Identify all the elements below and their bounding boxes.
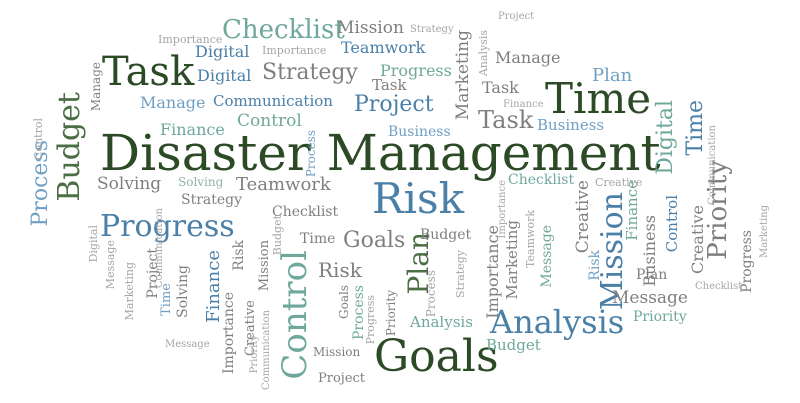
word-analysis-small: Analysis [410,313,473,331]
word-task-small: Task [372,76,407,94]
word-message-vertical: Message [539,225,555,288]
word-importance-vertical: Importance [483,225,502,319]
word-plan-right: Plan [636,267,668,283]
word-manage-left: Manage [140,93,206,112]
word-business-vertical: Business [640,215,659,287]
word-mission-top: Mission [337,18,404,38]
word-strategy-top: Strategy [262,60,358,85]
word-message-tiny: Message [104,240,117,290]
word-checklist-right: Checklist [508,172,575,188]
word-solving-vertical: Solving [175,265,191,318]
word-digital-tiny: Digital [87,225,100,263]
word-risk: Risk [372,174,465,223]
word-time: Time [545,74,652,123]
word-control-large: Control [275,250,315,380]
word-marketing-vertical-3: Marketing [503,220,521,300]
word-marketing-tiny: Marketing [123,262,136,321]
word-teamwork-top: Teamwork [341,38,426,57]
word-mission-vertical: Mission [257,240,272,292]
word-goals-vertical: Goals [337,285,351,319]
word-importance-top-2: Importance [262,44,327,57]
word-marketing-vertical: Marketing [453,30,473,121]
word-solving-2: Solving [178,175,224,189]
word-digital-2: Digital [197,66,252,85]
word-solving-1: Solving [97,174,162,194]
word-finance-top: Finance [160,120,225,139]
word-checklist-tiny: Checklist [695,281,743,292]
word-goals-mid: Goals [343,228,406,253]
word-creative-vertical-2: Creative [688,205,707,274]
word-control-top: Control [237,111,302,131]
word-control-tiny: Control [32,118,45,160]
word-manage-vertical: Manage [89,62,103,112]
word-communication-vertical: Communication [707,125,718,205]
word-communication: Communication [213,92,333,110]
word-message-bottom: Message [165,339,210,350]
word-task: Task [102,49,195,95]
word-priority-vertical: Priority [384,290,398,337]
word-task-small-2: Task [482,78,519,97]
word-analysis-tiny: Analysis [477,30,490,77]
word-plan-top: Plan [592,65,633,86]
word-creative-tiny: Creative [595,176,643,189]
word-priority-tiny: Priority [249,335,260,374]
word-process-vertical: Process [424,270,438,318]
word-strategy-vertical: Strategy [454,250,467,298]
word-risk-mid: Risk [318,258,362,282]
word-analysis-large: Analysis [490,303,625,341]
word-digital-1: Digital [195,42,250,61]
word-mission-bottom: Mission [313,345,361,359]
word-creative-vertical: Creative [573,180,593,254]
word-communication-tiny: Communication [154,208,165,288]
word-business-top: Business [537,116,605,134]
word-budget-bottom: Budget [486,336,541,354]
word-manage-top: Manage [495,48,561,67]
word-strategy-tiny: Strategy [410,24,454,35]
word-checklist-large: Checklist [222,15,345,45]
word-priority-bottom: Priority [633,309,687,325]
word-message-right: Message [612,288,688,308]
word-teamwork-mid: Teamwork [236,174,331,195]
word-goals-large: Goals [374,331,499,382]
word-project-tiny: Project [498,11,535,22]
word-time-mid: Time [300,231,336,247]
word-checklist-mid: Checklist [272,204,339,220]
word-finance-vertical: Finance [623,180,641,241]
word-risk-vertical: Risk [587,250,603,281]
word-project-bottom: Project [318,371,366,386]
word-teamwork-vertical: Teamwork [524,210,537,268]
word-budget-mid: Budget [420,227,472,243]
word-marketing-vertical-2: Marketing [759,205,770,259]
word-progress-top: Progress [380,61,452,80]
word-budget-large: Budget [52,92,87,202]
word-importance-vertical-2: Importance [221,292,237,375]
word-process-vertical-2: Process [351,285,367,341]
word-risk-vertical-2: Risk [231,240,247,271]
word-project-top: Project [354,92,434,117]
word-time-vertical: Time [683,100,708,156]
word-digital-vertical: Digital [653,100,678,175]
word-strategy-mid: Strategy [181,192,243,208]
word-finance-tiny: Finance [503,99,544,110]
word-control-vertical: Control [663,195,681,253]
word-progress-large: Progress [100,209,235,244]
word-business-mid: Business [388,124,451,140]
word-communication-tiny-2: Communication [261,310,272,390]
word-budget-vertical: Budget [271,215,284,256]
word-process-small: Process [304,130,318,178]
word-disaster-management: Disaster Management [100,124,661,182]
word-task-medium: Task [478,106,534,134]
word-importance-top: Importance [158,33,223,46]
